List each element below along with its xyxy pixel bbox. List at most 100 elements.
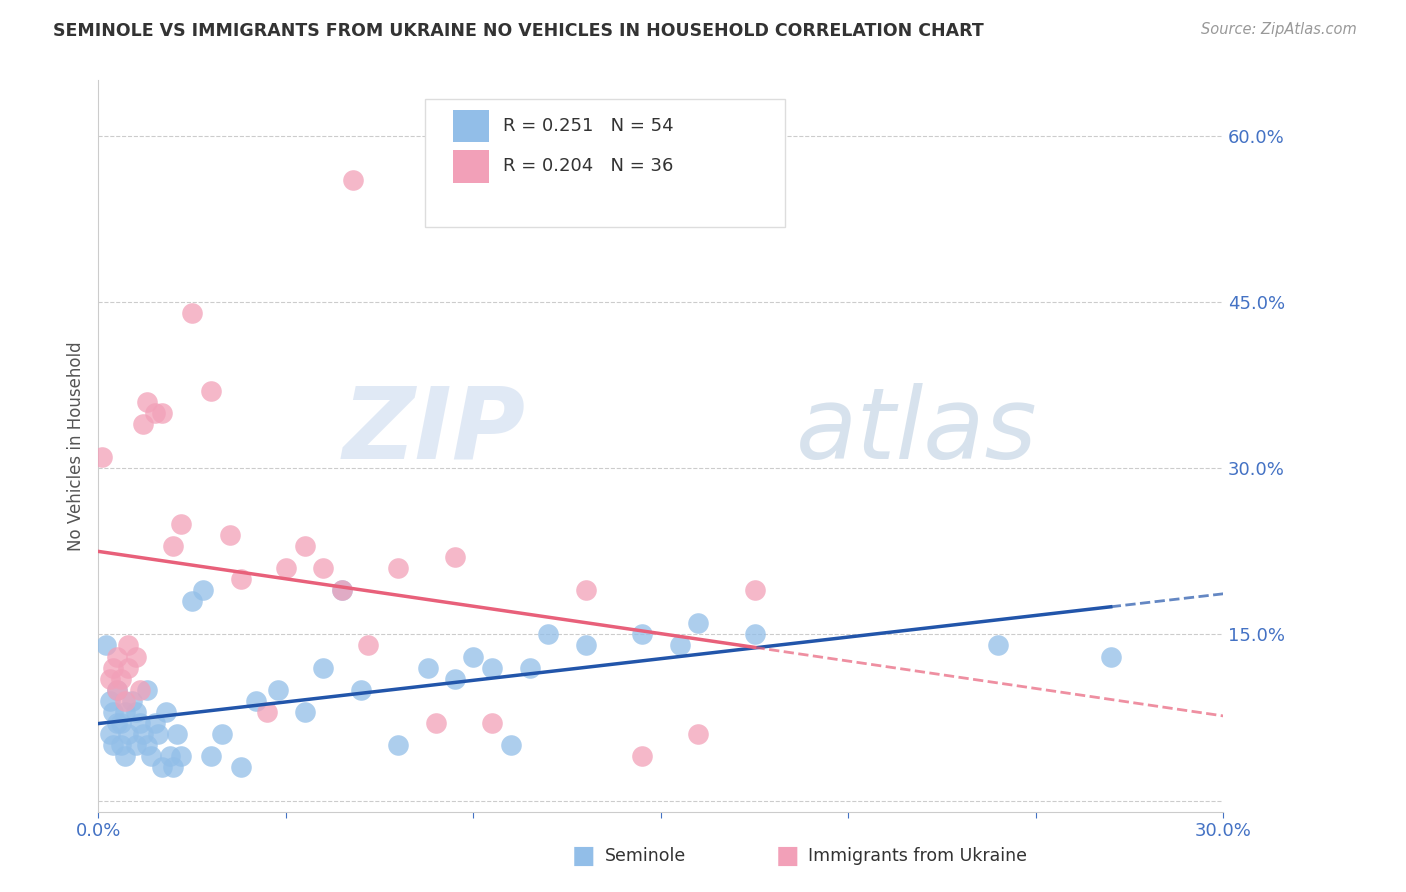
Text: R = 0.204   N = 36: R = 0.204 N = 36	[503, 157, 673, 175]
Point	[200, 384, 222, 398]
Point	[105, 649, 128, 664]
Point	[150, 406, 173, 420]
Point	[166, 727, 188, 741]
Point	[218, 527, 240, 541]
Point	[150, 760, 173, 774]
Point	[103, 738, 125, 752]
Point	[481, 716, 503, 731]
Point	[159, 749, 181, 764]
Point	[256, 705, 278, 719]
Point	[744, 627, 766, 641]
Point	[98, 672, 121, 686]
Point	[128, 716, 150, 731]
Point	[463, 649, 485, 664]
Point	[575, 583, 598, 598]
Point	[110, 738, 132, 752]
Point	[110, 672, 132, 686]
Point	[330, 583, 353, 598]
Point	[117, 660, 139, 674]
Point	[1099, 649, 1122, 664]
Point	[357, 639, 380, 653]
Point	[136, 682, 159, 697]
Point	[387, 561, 409, 575]
Y-axis label: No Vehicles in Household: No Vehicles in Household	[66, 341, 84, 551]
Point	[267, 682, 290, 697]
Point	[229, 760, 252, 774]
Point	[105, 682, 128, 697]
Point	[136, 394, 159, 409]
FancyBboxPatch shape	[453, 150, 489, 183]
Point	[170, 516, 193, 531]
Point	[294, 539, 316, 553]
FancyBboxPatch shape	[453, 110, 489, 143]
Point	[274, 561, 297, 575]
Point	[114, 694, 136, 708]
Point	[519, 660, 541, 674]
Point	[443, 549, 465, 564]
Text: Source: ZipAtlas.com: Source: ZipAtlas.com	[1201, 22, 1357, 37]
Text: atlas: atlas	[796, 383, 1038, 480]
Point	[312, 561, 335, 575]
Point	[688, 616, 710, 631]
Point	[132, 727, 155, 741]
Point	[105, 682, 128, 697]
Point	[117, 727, 139, 741]
Point	[350, 682, 373, 697]
Point	[481, 660, 503, 674]
Point	[744, 583, 766, 598]
Text: SEMINOLE VS IMMIGRANTS FROM UKRAINE NO VEHICLES IN HOUSEHOLD CORRELATION CHART: SEMINOLE VS IMMIGRANTS FROM UKRAINE NO V…	[53, 22, 984, 40]
Point	[537, 627, 560, 641]
Text: ■: ■	[776, 845, 799, 868]
Point	[114, 749, 136, 764]
Point	[98, 727, 121, 741]
Point	[162, 539, 184, 553]
FancyBboxPatch shape	[425, 99, 785, 227]
Point	[631, 749, 654, 764]
Point	[425, 716, 447, 731]
Point	[110, 716, 132, 731]
Text: Immigrants from Ukraine: Immigrants from Ukraine	[808, 847, 1028, 865]
Text: Seminole: Seminole	[605, 847, 686, 865]
Point	[181, 306, 204, 320]
Point	[312, 660, 335, 674]
Text: R = 0.251   N = 54: R = 0.251 N = 54	[503, 117, 673, 135]
Point	[387, 738, 409, 752]
Point	[139, 749, 162, 764]
Point	[155, 705, 177, 719]
Point	[499, 738, 522, 752]
Point	[200, 749, 222, 764]
Point	[330, 583, 353, 598]
Point	[128, 682, 150, 697]
Point	[575, 639, 598, 653]
Point	[631, 627, 654, 641]
Point	[148, 727, 170, 741]
Point	[668, 639, 690, 653]
Point	[103, 660, 125, 674]
Point	[211, 727, 233, 741]
Text: ZIP: ZIP	[343, 383, 526, 480]
Point	[121, 694, 143, 708]
Point	[143, 406, 166, 420]
Point	[162, 760, 184, 774]
Point	[136, 738, 159, 752]
Point	[91, 450, 114, 464]
Point	[125, 738, 148, 752]
Point	[94, 639, 117, 653]
Point	[294, 705, 316, 719]
Point	[143, 716, 166, 731]
Point	[987, 639, 1010, 653]
Point	[132, 417, 155, 431]
Point	[98, 694, 121, 708]
Point	[688, 727, 710, 741]
Point	[114, 705, 136, 719]
Point	[103, 705, 125, 719]
Point	[117, 639, 139, 653]
Point	[229, 572, 252, 586]
Point	[443, 672, 465, 686]
Point	[170, 749, 193, 764]
Point	[125, 705, 148, 719]
Point	[105, 716, 128, 731]
Point	[181, 594, 204, 608]
Point	[342, 173, 364, 187]
Point	[125, 649, 148, 664]
